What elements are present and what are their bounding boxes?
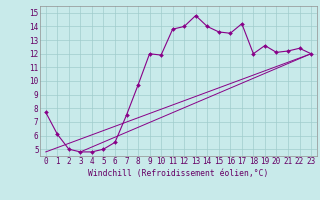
X-axis label: Windchill (Refroidissement éolien,°C): Windchill (Refroidissement éolien,°C) [88,169,268,178]
